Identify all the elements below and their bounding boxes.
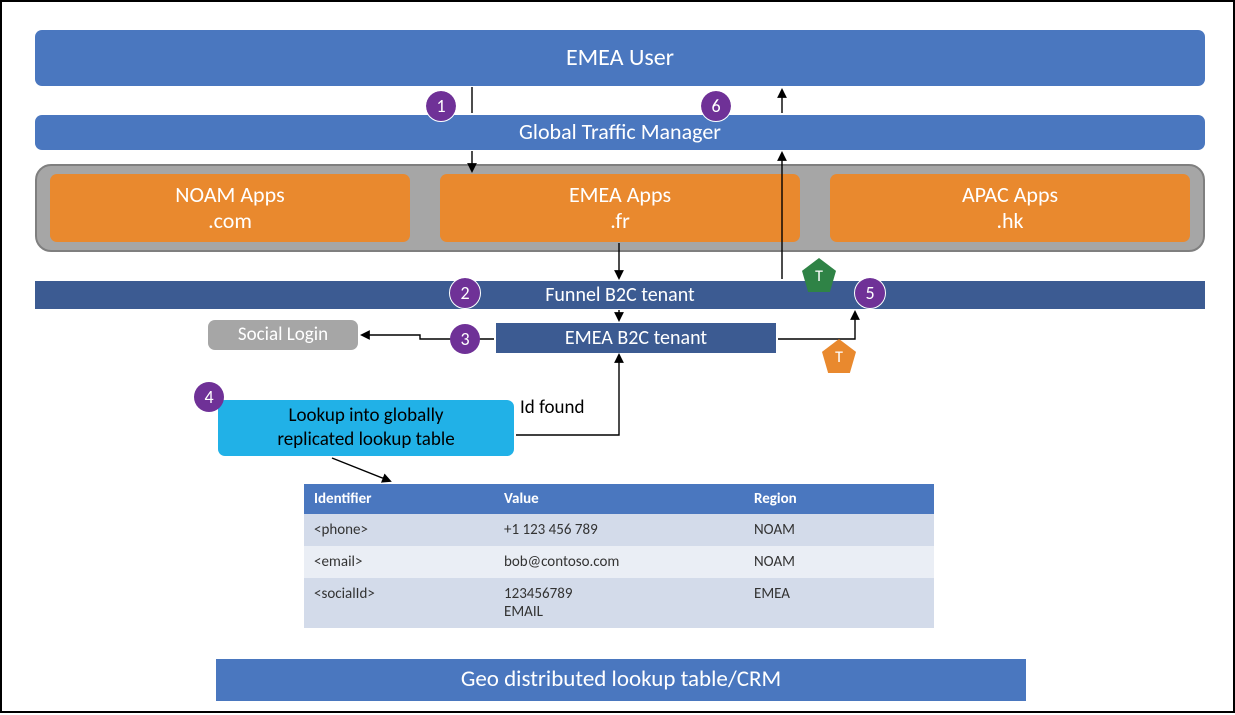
- lookup-table-cell: +1 123 456 789: [494, 514, 744, 546]
- lookup-box-line1: Lookup into globally: [288, 404, 443, 428]
- lookup-table-cell: bob@contoso.com: [494, 546, 744, 578]
- lookup-box-line2: replicated lookup table: [277, 428, 454, 452]
- lookup-table-cell: <phone>: [304, 514, 494, 546]
- lookup-table-cell: NOAM: [744, 514, 934, 546]
- step-badge-6: 6: [701, 91, 731, 121]
- funnel-b2c-tenant-bar: Funnel B2C tenant: [35, 281, 1205, 309]
- diagram-frame: EMEA User Global Traffic Manager NOAM Ap…: [0, 0, 1235, 713]
- noam-apps-title: NOAM Apps: [175, 182, 284, 208]
- step-badge-3: 3: [450, 324, 480, 354]
- lookup-table: Identifier Value Region <phone> +1 123 4…: [304, 484, 934, 628]
- lookup-box: Lookup into globally replicated lookup t…: [218, 400, 514, 456]
- emea-apps-box: EMEA Apps .fr: [440, 174, 800, 242]
- apac-apps-domain: .hk: [996, 208, 1023, 234]
- emea-apps-title: EMEA Apps: [569, 182, 671, 208]
- lookup-table-header: Identifier: [304, 484, 494, 514]
- step-badge-5: 5: [855, 278, 885, 308]
- emea-apps-domain: .fr: [610, 208, 630, 234]
- step-badge-4: 4: [194, 382, 224, 412]
- lookup-table-cell: <socialId>: [304, 578, 494, 628]
- apac-apps-box: APAC Apps .hk: [830, 174, 1190, 242]
- social-login-box: Social Login: [208, 320, 358, 350]
- lookup-table-header: Region: [744, 484, 934, 514]
- step-badge-1: 1: [426, 91, 456, 121]
- emea-user-bar: EMEA User: [35, 30, 1205, 86]
- geo-crm-bar: Geo distributed lookup table/CRM: [216, 659, 1026, 701]
- lookup-table-cell: EMEA: [744, 578, 934, 628]
- token-pentagon-orange: T: [822, 339, 856, 373]
- id-found-label: Id found: [520, 396, 584, 419]
- lookup-table-cell: NOAM: [744, 546, 934, 578]
- token-pentagon-green: T: [802, 258, 836, 292]
- emea-b2c-tenant-bar: EMEA B2C tenant: [496, 323, 776, 353]
- lookup-table-header: Value: [494, 484, 744, 514]
- apac-apps-title: APAC Apps: [962, 182, 1058, 208]
- noam-apps-domain: .com: [208, 208, 252, 234]
- global-traffic-manager-bar: Global Traffic Manager: [35, 115, 1205, 150]
- noam-apps-box: NOAM Apps .com: [50, 174, 410, 242]
- step-badge-2: 2: [450, 278, 480, 308]
- lookup-table-cell: <email>: [304, 546, 494, 578]
- lookup-table-cell: 123456789 EMAIL: [494, 578, 744, 628]
